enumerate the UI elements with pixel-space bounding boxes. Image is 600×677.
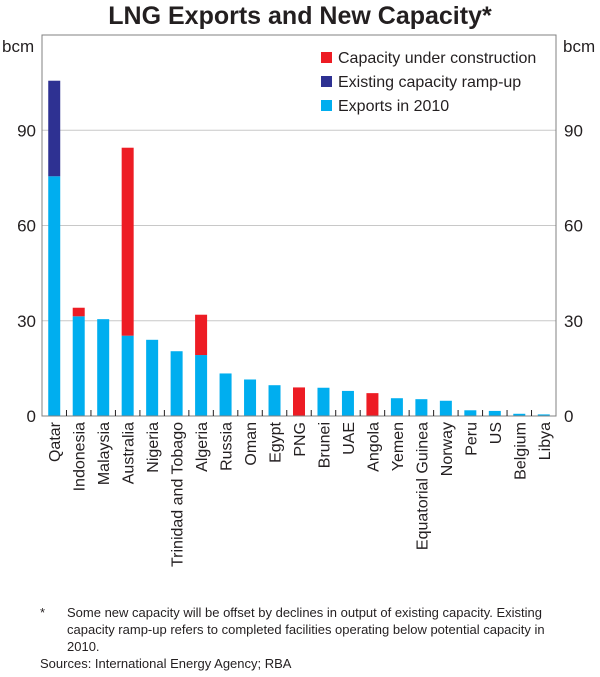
category-label: Russia	[219, 422, 236, 471]
category-label: PNG	[292, 422, 309, 457]
bar-exports-in-2010	[244, 379, 257, 416]
bar-exports-in-2010	[97, 319, 110, 416]
legend: Capacity under construction Existing capa…	[321, 50, 536, 115]
chart-title: LNG Exports and New Capacity*	[108, 2, 492, 30]
bar-exports-in-2010	[317, 387, 330, 416]
category-label: US	[488, 422, 505, 444]
bar-exports-in-2010	[48, 176, 61, 416]
category-label: Norway	[439, 422, 456, 476]
bar-capacity-under-construction	[72, 307, 85, 317]
bar-exports-in-2010	[170, 351, 183, 416]
bar-exports-in-2010	[439, 400, 452, 416]
bar-exports-in-2010	[390, 398, 403, 416]
bar-exports-in-2010	[72, 316, 85, 416]
bar-exports-in-2010	[415, 399, 428, 416]
footnote-mark: *	[40, 605, 46, 620]
y-tick-label-right: 0	[564, 407, 573, 426]
category-label: Qatar	[47, 421, 64, 462]
notes: * Some new capacity will be offset by de…	[40, 604, 580, 672]
bar-exports-in-2010	[341, 390, 354, 416]
footnote: * Some new capacity will be offset by de…	[40, 604, 580, 655]
bar-exports-in-2010	[537, 414, 550, 416]
legend-label: Capacity under construction	[338, 50, 536, 67]
plot-frame	[41, 34, 557, 417]
category-label: Belgium	[512, 422, 529, 480]
y-tick-label-left: 0	[27, 407, 36, 426]
y-axis-unit-left: bcm	[2, 37, 34, 56]
y-tick-label-right: 30	[564, 312, 583, 331]
category-label: Peru	[463, 422, 480, 456]
category-label: Brunei	[316, 422, 333, 468]
category-label: UAE	[341, 422, 358, 455]
bar-exports-in-2010	[488, 410, 501, 416]
bar-exports-in-2010	[146, 339, 159, 416]
category-label: Oman	[243, 422, 260, 466]
category-label: Indonesia	[72, 422, 89, 491]
legend-swatch	[321, 76, 332, 87]
gridlines	[42, 129, 556, 322]
bar-capacity-under-construction	[366, 393, 379, 416]
chart: bcm bcm 0 0 30 30 60 60 90 90 Qatar Indonesia Mal…	[2, 34, 595, 567]
bars	[48, 80, 550, 416]
bar-exports-in-2010	[121, 335, 134, 416]
bar-exports-in-2010	[195, 355, 208, 416]
legend-label: Existing capacity ramp-up	[338, 74, 521, 91]
legend-swatch	[321, 52, 332, 63]
bar-exports-in-2010	[219, 373, 232, 416]
legend-swatch	[321, 100, 332, 111]
footnote-text: Some new capacity will be offset by decl…	[67, 605, 545, 654]
y-axis-unit-right: bcm	[563, 37, 595, 56]
bar-exports-in-2010	[268, 385, 281, 416]
y-tick-label-left: 60	[17, 217, 36, 236]
category-label: Libya	[537, 422, 554, 460]
bar-existing-capacity-ramp-up	[48, 80, 61, 177]
y-tick-label-right: 60	[564, 217, 583, 236]
y-tick-label-left: 90	[17, 121, 36, 140]
category-label: Nigeria	[145, 422, 162, 473]
category-label: Malaysia	[96, 422, 113, 485]
category-label: Egypt	[268, 421, 285, 462]
bar-exports-in-2010	[464, 410, 477, 416]
bar-capacity-under-construction	[293, 387, 305, 416]
legend-label: Exports in 2010	[338, 98, 449, 115]
y-tick-label-left: 30	[17, 312, 36, 331]
bar-capacity-under-construction	[121, 147, 134, 336]
category-label: Australia	[121, 422, 138, 484]
y-tick-label-right: 90	[564, 121, 583, 140]
category-label: Angola	[365, 422, 382, 472]
category-label: Trinidad and Tobago	[170, 422, 187, 567]
category-label: Algeria	[194, 422, 211, 472]
category-label: Yemen	[390, 422, 407, 471]
y-axis-labels: bcm bcm 0 0 30 30 60 60 90 90	[2, 37, 595, 426]
category-labels: Qatar Indonesia Malaysia Australia Nigeria Tr…	[47, 421, 554, 567]
category-ticks	[65, 410, 533, 416]
category-label: Equatorial Guinea	[414, 422, 431, 550]
bar-exports-in-2010	[513, 413, 526, 416]
sources: Sources: International Energy Agency; RB…	[40, 656, 292, 671]
bar-capacity-under-construction	[195, 314, 208, 356]
